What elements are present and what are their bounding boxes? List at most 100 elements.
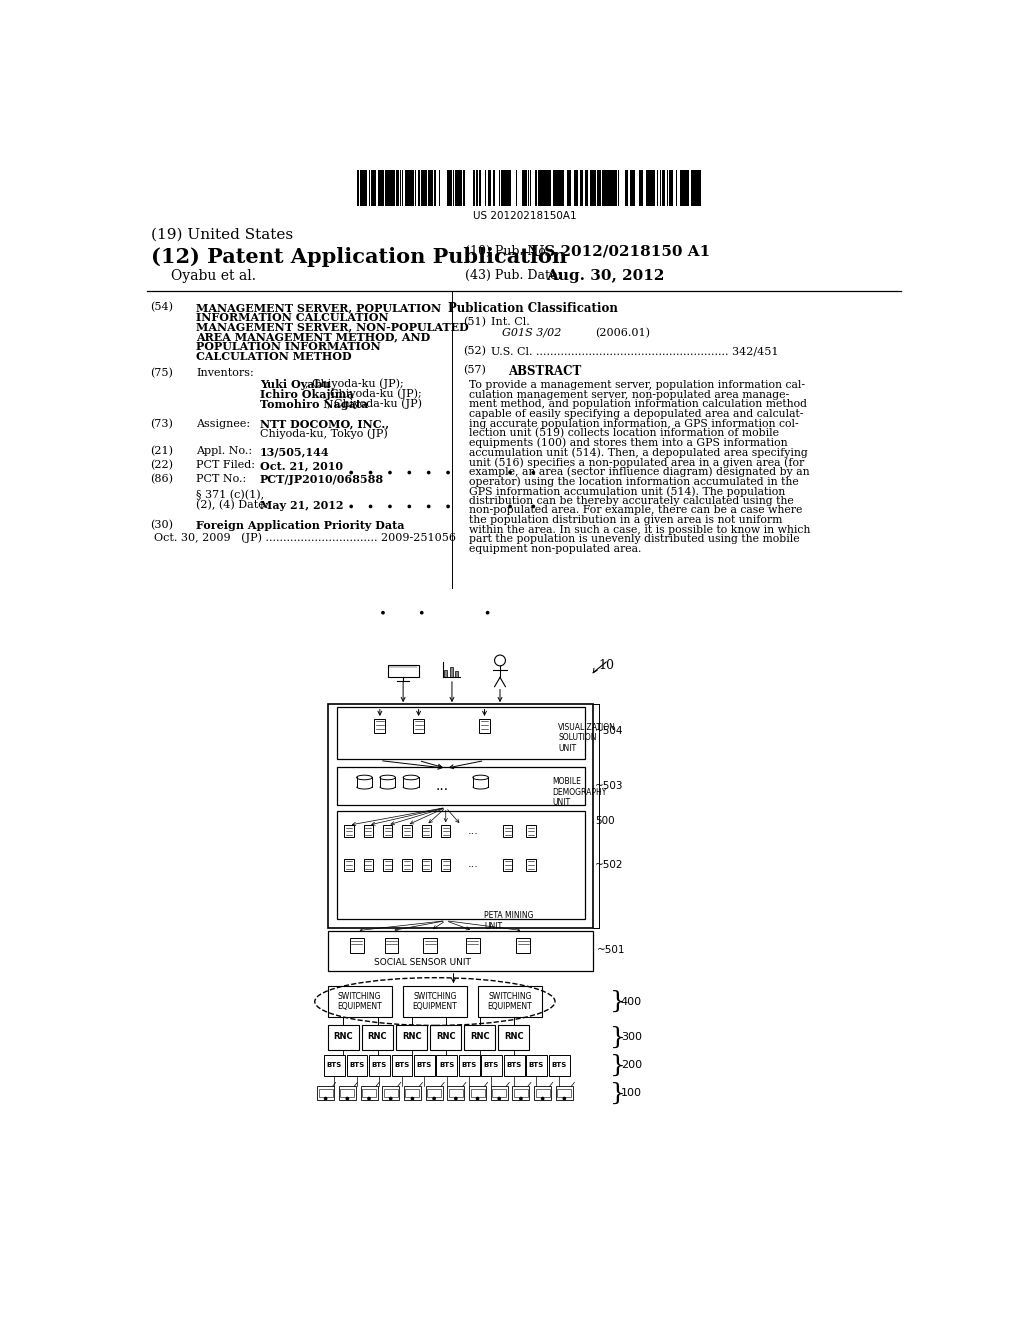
Bar [425,170,426,206]
Circle shape [368,1097,371,1100]
Bar [383,859,392,871]
Text: BTS: BTS [551,1063,566,1068]
Text: BTS: BTS [349,1063,365,1068]
Text: ...: ... [467,859,478,870]
Circle shape [486,611,488,614]
Bar [396,1024,427,1051]
Bar [631,170,633,206]
Bar [450,667,453,677]
Bar [653,170,655,206]
Text: RNC: RNC [504,1032,523,1041]
Text: (2006.01): (2006.01) [595,327,650,338]
Text: PCT Filed:: PCT Filed: [197,461,255,470]
Bar [384,1089,397,1097]
Bar [522,170,524,206]
Text: 400: 400 [621,997,642,1007]
Text: (21): (21) [150,446,173,457]
Circle shape [428,506,430,508]
Bar [324,1056,345,1076]
Text: RNC: RNC [436,1032,456,1041]
Bar [509,170,511,206]
Bar [547,170,549,206]
Bar [413,170,414,206]
Bar [344,859,353,871]
Bar [556,1086,572,1100]
Bar [385,937,398,953]
Circle shape [476,1097,478,1100]
Text: ~501: ~501 [597,945,626,954]
Text: ~502: ~502 [595,861,624,870]
Bar [499,1024,529,1051]
Text: BTS: BTS [394,1063,410,1068]
Text: (75): (75) [150,368,173,378]
Text: (52): (52) [464,346,486,356]
Bar [436,1056,458,1076]
Bar [598,170,599,206]
Bar [378,170,380,206]
Circle shape [389,506,391,508]
Text: Oyabu et al.: Oyabu et al. [171,268,256,282]
Bar [362,170,366,206]
Text: SWITCHING
EQUIPMENT: SWITCHING EQUIPMENT [337,991,382,1011]
Circle shape [409,471,411,474]
Bar [504,1056,524,1076]
Text: ...: ... [435,779,449,793]
Bar [481,1056,503,1076]
Text: Foreign Application Priority Data: Foreign Application Priority Data [197,520,404,532]
Circle shape [428,471,430,474]
Bar [610,170,611,206]
Bar [444,669,447,677]
Bar [550,170,551,206]
Bar [459,1056,480,1076]
Bar [453,170,455,206]
Bar [514,1089,528,1097]
Text: RNC: RNC [470,1032,489,1041]
Bar [479,719,489,733]
Bar [526,825,536,837]
Bar [612,170,614,206]
Circle shape [370,506,372,508]
Text: non-populated area. For example, there can be a case where: non-populated area. For example, there c… [469,506,803,515]
Bar [383,825,392,837]
Circle shape [346,1097,348,1100]
Bar [407,170,410,206]
Circle shape [382,611,384,614]
Text: ~503: ~503 [595,781,624,791]
Text: MANAGEMENT SERVER, NON-POPULATED: MANAGEMENT SERVER, NON-POPULATED [197,322,469,333]
Bar [317,1086,334,1100]
Bar [423,170,425,206]
Bar [473,170,475,206]
Circle shape [421,611,423,614]
Bar [328,1024,359,1051]
Bar [346,1056,368,1076]
Circle shape [520,1097,522,1100]
Bar [681,170,683,206]
Text: ~504: ~504 [595,726,624,737]
Text: BTS: BTS [484,1063,499,1068]
Text: GPS information accumulation unit (514). The population: GPS information accumulation unit (514).… [469,486,785,496]
Bar [430,1024,461,1051]
Bar [426,1086,442,1100]
Text: POPULATION INFORMATION: POPULATION INFORMATION [197,341,381,352]
Text: (73): (73) [150,418,173,429]
Text: ...: ... [467,825,478,836]
Text: VISUALIZATION
SOLUTION
UNIT: VISUALIZATION SOLUTION UNIT [558,723,616,752]
Circle shape [389,1097,392,1100]
Text: (54): (54) [150,302,173,313]
Text: operator) using the location information accumulated in the: operator) using the location information… [469,477,799,487]
Bar [687,170,689,206]
Bar [586,170,588,206]
Text: within the area. In such a case, it is possible to know in which: within the area. In such a case, it is p… [469,524,810,535]
Bar [549,1056,569,1076]
Circle shape [532,471,535,474]
Bar [648,170,649,206]
Bar [466,937,480,953]
Bar [646,170,648,206]
Text: ing accurate population information, a GPS information col-: ing accurate population information, a G… [469,418,799,429]
Text: BTS: BTS [327,1063,342,1068]
Bar [493,1089,506,1097]
Bar [340,1089,354,1097]
Bar [536,1089,550,1097]
Text: equipments (100) and stores them into a GPS information: equipments (100) and stores them into a … [469,438,787,449]
Circle shape [433,1097,435,1100]
